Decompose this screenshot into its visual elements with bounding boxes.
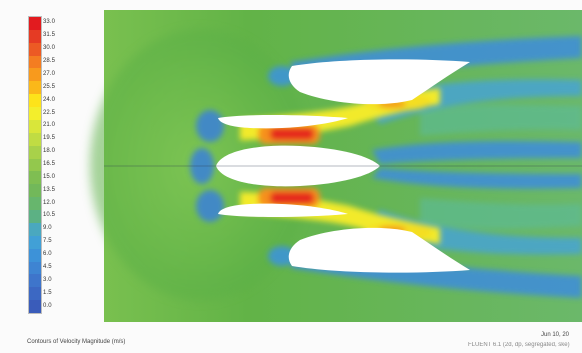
legend-label: 22.5: [43, 109, 56, 116]
legend-swatch: [29, 274, 41, 288]
legend-swatch: [29, 42, 41, 57]
legend-label: 10.5: [43, 212, 56, 219]
legend-swatch: [29, 184, 41, 198]
legend-swatch: [29, 107, 41, 121]
legend-swatch: [29, 55, 41, 69]
lower-thin-blade: [218, 203, 348, 217]
legend-swatch: [29, 158, 41, 172]
stagnation-bottom-blue: [268, 246, 296, 266]
plot-caption: Contours of Velocity Magnitude (m/s): [27, 339, 126, 345]
upper-gap-red: [270, 128, 314, 140]
upper-thin-blade: [218, 115, 348, 129]
legend-swatch: [29, 29, 41, 44]
plot-date: Jun 10, 20: [541, 332, 570, 338]
center-wake-lower: [372, 168, 582, 189]
legend-label: 33.0: [43, 19, 56, 26]
stagnation-top-blue: [268, 66, 296, 86]
bottom-blade: [288, 227, 470, 273]
legend-swatch: [29, 119, 41, 134]
legend-swatch: [29, 171, 41, 185]
legend-label: 6.0: [43, 251, 52, 258]
legend-label: 7.5: [43, 238, 52, 245]
legend-swatch: [29, 300, 41, 314]
upper-wake-teal: [420, 104, 582, 136]
legend-label: 24.0: [43, 96, 56, 103]
legend-label: 21.0: [43, 122, 56, 129]
legend-color-bar: [28, 16, 42, 314]
legend-swatch: [29, 197, 41, 211]
legend-label: 25.5: [43, 83, 56, 90]
legend-swatch: [29, 248, 41, 262]
legend-label: 16.5: [43, 161, 56, 167]
legend-swatch: [29, 222, 41, 237]
legend-swatch: [29, 261, 41, 275]
legend-label: 1.5: [43, 289, 52, 296]
legend-swatch: [29, 17, 41, 31]
legend-swatch: [29, 132, 41, 147]
solver-footnote: FLUENT 6.1 (2d, dp, segregated, ske): [468, 342, 570, 348]
center-wake-upper: [372, 140, 582, 164]
legend-swatch: [29, 210, 41, 224]
legend-label: 28.5: [43, 58, 56, 65]
top-blade: [288, 59, 470, 105]
legend-label: 12.0: [43, 199, 56, 206]
legend-label: 0.0: [43, 302, 52, 309]
legend-swatch: [29, 145, 41, 160]
legend-label: 9.0: [43, 225, 52, 232]
legend-label: 13.5: [43, 186, 56, 193]
legend-label: 18.0: [43, 148, 56, 155]
legend-swatch: [29, 287, 41, 301]
legend-swatch: [29, 81, 41, 95]
legend-label: 31.5: [43, 32, 56, 39]
legend-label: 15.0: [43, 173, 56, 180]
legend-label: 3.0: [43, 276, 52, 283]
color-legend: 33.0 31.5 30.0 28.5 27.0 25.5 24.0 22.5 21.0 19.5…: [22, 16, 70, 314]
legend-label: 4.5: [43, 263, 52, 270]
lower-wake-teal: [420, 198, 582, 230]
legend-label: 30.0: [43, 45, 56, 52]
legend-label: 19.5: [43, 135, 56, 142]
legend-label: 27.0: [43, 70, 56, 77]
lower-gap-red: [270, 192, 314, 204]
legend-swatch: [29, 68, 41, 82]
legend-swatch: [29, 94, 41, 108]
stagnation-upper-blue: [196, 110, 224, 142]
legend-swatch: [29, 235, 41, 250]
stagnation-lower-blue: [196, 190, 224, 222]
